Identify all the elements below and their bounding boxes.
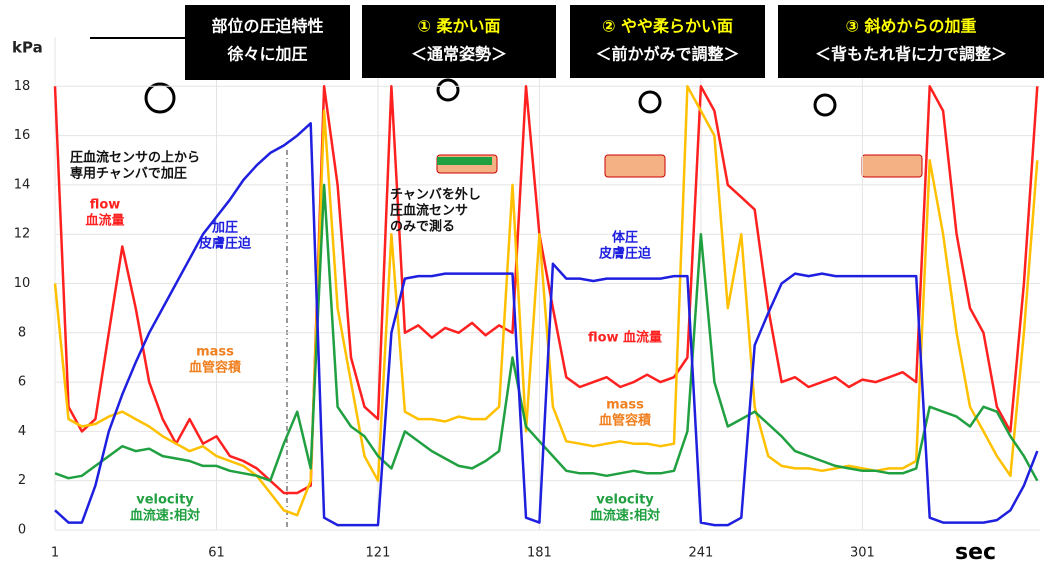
annotation: 圧血流センサ <box>390 203 468 219</box>
series-line <box>54 183 1039 482</box>
chamber-icon <box>437 157 492 165</box>
annotation: 血流量 <box>85 213 124 229</box>
y-tick-label: 12 <box>14 227 31 242</box>
x-tick-label: 121 <box>366 546 391 561</box>
y-axis-label: kPa <box>12 39 43 57</box>
head-icon <box>813 93 837 117</box>
y-tick-label: 0 <box>18 523 26 538</box>
panel-text: ＜通常姿勢＞ <box>411 45 507 64</box>
panel-text: ② やや柔らかい面 <box>602 17 733 36</box>
x-axis-label: sec <box>955 540 996 564</box>
y-tick-label: 8 <box>18 325 26 340</box>
annotation: velocity <box>596 493 654 508</box>
panel-text: ① 柔かい面 <box>417 17 500 36</box>
panel-text: ③ 斜めからの加重 <box>845 17 976 36</box>
head-icon <box>638 90 662 114</box>
y-tick-label: 14 <box>14 177 31 192</box>
y-tick-label: 10 <box>14 276 31 291</box>
panel-text: ＜前かがみで調整＞ <box>595 45 739 64</box>
x-tick-label: 241 <box>688 546 713 561</box>
panel-box <box>778 5 1044 78</box>
body-icon <box>144 82 176 114</box>
head-icon <box>436 78 460 102</box>
panel-text: ＜背もたれ背に力で調整＞ <box>815 45 1007 64</box>
annotation: 加圧 <box>211 221 238 236</box>
annotation: mass <box>606 398 644 413</box>
annotation: チャンバを外し <box>390 187 481 203</box>
panel-box <box>362 5 556 78</box>
annotation: 血管容積 <box>599 413 652 429</box>
annotation: 皮膚圧迫 <box>598 246 652 262</box>
x-tick-label: 61 <box>208 546 225 561</box>
panel-text: 部位の圧迫特性 <box>211 17 323 36</box>
y-tick-label: 2 <box>18 473 26 488</box>
y-tick-label: 16 <box>14 128 31 143</box>
plot <box>53 85 1039 527</box>
annotation: 圧血流センサの上から <box>70 150 200 166</box>
icons <box>144 78 923 178</box>
annotation: flow <box>90 198 121 213</box>
y-tick-label: 6 <box>18 375 26 390</box>
panel-text: 徐々に加圧 <box>226 45 307 64</box>
y-tick-label: 4 <box>18 424 26 439</box>
x-tick-label: 181 <box>527 546 552 561</box>
series-line <box>53 85 1039 517</box>
annotation: 血管容積 <box>189 360 242 376</box>
panel-box <box>185 5 350 80</box>
cushion-icon <box>861 154 923 178</box>
annotation: 血流速:相対 <box>590 508 660 524</box>
x-tick-label: 1 <box>51 546 59 561</box>
annotation: 血流速:相対 <box>130 508 200 524</box>
panel-box <box>570 5 765 78</box>
x-tick-label: 301 <box>850 546 875 561</box>
annotation: flow 血流量 <box>588 330 662 346</box>
annotation: のみで測る <box>390 219 455 235</box>
annotation: 体圧 <box>612 230 638 246</box>
cushion-icon <box>604 154 666 178</box>
annotation: velocity <box>136 493 194 508</box>
annotation: 専用チャンバで加圧 <box>70 166 187 182</box>
series-line <box>53 85 1039 495</box>
series-line <box>54 122 1039 527</box>
annotation: mass <box>196 345 234 360</box>
annotation: 皮膚圧迫 <box>198 236 252 252</box>
y-tick-label: 18 <box>14 79 31 94</box>
